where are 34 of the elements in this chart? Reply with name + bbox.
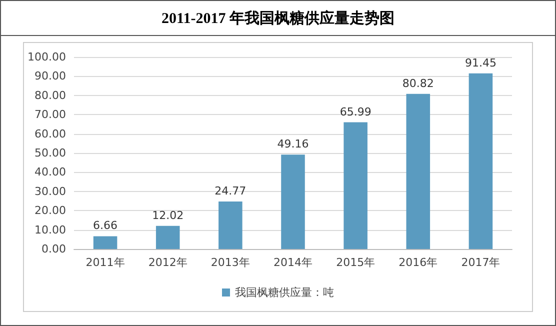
y-tick-label: 100.00: [28, 50, 66, 64]
data-label: 12.02: [152, 208, 184, 222]
y-tick-label: 50.00: [34, 146, 66, 160]
y-tick-label: 10.00: [34, 223, 66, 236]
y-tick-label: 70.00: [34, 108, 66, 122]
data-label: 24.77: [214, 184, 246, 198]
data-label: 49.16: [277, 138, 309, 151]
x-tick-label: 2013年: [210, 256, 250, 269]
data-label: 91.45: [464, 56, 496, 70]
bar: [468, 73, 493, 249]
legend-label: 我国枫糖供应量：吨: [235, 286, 334, 299]
y-tick-label: 20.00: [34, 204, 66, 218]
x-tick-label: 2016年: [398, 256, 438, 269]
x-tick-label: 2015年: [336, 256, 376, 269]
y-tick-label: 40.00: [34, 166, 66, 179]
y-tick-label: 80.00: [34, 88, 66, 102]
data-label: 65.99: [340, 105, 372, 118]
x-tick-label: 2012年: [148, 256, 188, 269]
x-tick-label: 2014年: [274, 256, 312, 269]
y-tick-label: 90.00: [34, 70, 66, 83]
bar: [93, 236, 118, 249]
x-tick-label: 2017年: [461, 256, 500, 269]
y-tick-label: 0.00: [42, 242, 66, 256]
x-tick-label: 2011年: [86, 256, 125, 269]
bar: [218, 201, 242, 249]
bar: [156, 226, 180, 249]
bar: [344, 122, 368, 249]
data-label: 6.66: [93, 219, 118, 232]
y-tick-label: 30.00: [34, 184, 66, 198]
data-label: 80.82: [402, 76, 434, 90]
bar: [281, 154, 305, 249]
y-tick-label: 60.00: [34, 127, 66, 140]
bar: [406, 94, 430, 249]
chart-title: 2011-2017 年我国枫糖供应量走势图: [1, 1, 555, 36]
